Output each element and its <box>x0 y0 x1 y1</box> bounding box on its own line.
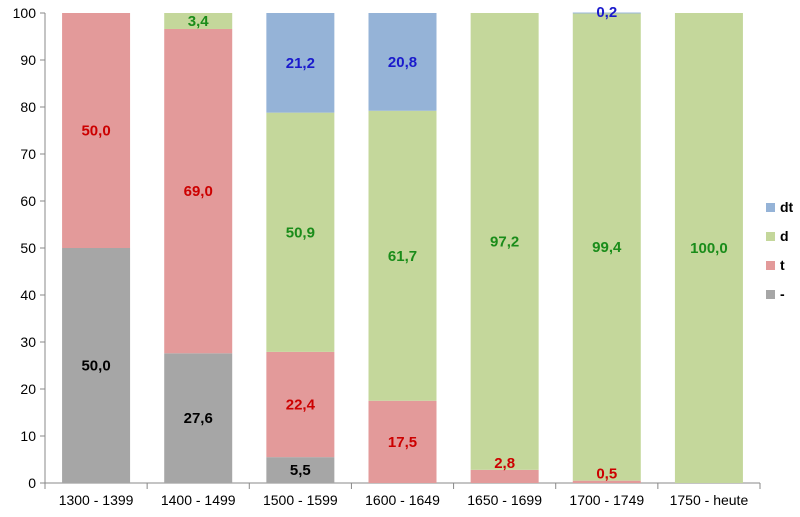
y-axis: 0 10 20 30 40 50 60 70 80 90 100 <box>13 5 46 491</box>
data-label: 100,0 <box>690 240 728 257</box>
x-tick-label: 1500 - 1599 <box>263 492 338 508</box>
legend-swatch <box>766 261 775 270</box>
y-tick-label: 90 <box>20 52 36 68</box>
x-tick-label: 1750 - heute <box>670 492 749 508</box>
bar-segment-none <box>164 353 233 483</box>
data-label: 50,0 <box>81 358 110 375</box>
bar-segment-d <box>368 110 437 401</box>
bar-segment-d <box>572 13 641 481</box>
data-label: 69,0 <box>184 183 213 200</box>
bar-segment-d <box>470 13 539 470</box>
bar-segment-t <box>368 400 437 483</box>
data-labels: 50,0 50,0 27,6 69,0 3,4 5,5 22,4 50,9 21,2 17,5 61… <box>81 4 727 483</box>
legend-swatch <box>766 232 775 241</box>
x-axis: 1300 - 1399 1400 - 1499 1500 - 1599 1600 - … <box>44 482 761 508</box>
x-tick-label: 1700 - 1749 <box>569 492 644 508</box>
bar-segment-dt <box>368 13 437 111</box>
bar-segment-d <box>674 13 743 483</box>
bar-segment-t <box>572 480 641 483</box>
legend-label: dt <box>780 199 794 215</box>
data-label: 50,9 <box>286 224 315 241</box>
legend-label: d <box>780 228 789 244</box>
bar-segment-dt <box>572 12 641 14</box>
bars <box>62 12 743 483</box>
y-tick-label: 60 <box>20 193 36 209</box>
data-label: 21,2 <box>286 55 315 72</box>
bar-segment-t <box>266 351 335 458</box>
y-tick-label: 40 <box>20 287 36 303</box>
x-tick-label: 1400 - 1499 <box>161 492 236 508</box>
bar-segment-none <box>62 248 131 483</box>
y-tick-label: 80 <box>20 99 36 115</box>
legend-swatch <box>766 203 775 212</box>
bar-segment-d <box>266 112 335 352</box>
bar-segment-t <box>164 28 233 354</box>
data-label: 20,8 <box>388 54 417 71</box>
y-tick-label: 50 <box>20 240 36 256</box>
legend-swatch <box>766 290 775 299</box>
data-label: 0,2 <box>596 4 617 21</box>
data-label: 22,4 <box>286 397 316 414</box>
data-label: 3,4 <box>188 13 210 30</box>
x-tick-label: 1300 - 1399 <box>59 492 134 508</box>
x-tick-label: 1650 - 1699 <box>467 492 542 508</box>
bar-segment-t <box>62 13 131 248</box>
y-tick-label: 70 <box>20 146 36 162</box>
legend: dt dt - <box>766 199 794 302</box>
y-tick-label: 20 <box>20 381 36 397</box>
data-label: 50,0 <box>81 123 110 140</box>
data-label: 0,5 <box>596 466 617 483</box>
x-tick-label: 1600 - 1649 <box>365 492 440 508</box>
y-tick-label: 100 <box>13 5 37 21</box>
data-label: 5,5 <box>290 462 311 479</box>
data-label: 2,8 <box>494 455 515 472</box>
bar-segment-d <box>164 13 233 29</box>
data-label: 17,5 <box>388 434 417 451</box>
bar-segment-t <box>470 469 539 483</box>
y-tick-label: 10 <box>20 428 36 444</box>
y-tick-label: 0 <box>28 475 36 491</box>
data-label: 27,6 <box>184 410 213 427</box>
bar-segment-none <box>266 457 335 483</box>
legend-label: - <box>780 286 785 302</box>
legend-label: t <box>780 257 785 273</box>
bar-segment-dt <box>266 13 335 113</box>
y-tick-label: 30 <box>20 334 36 350</box>
data-label: 61,7 <box>388 248 417 265</box>
data-label: 99,4 <box>592 239 622 256</box>
data-label: 97,2 <box>490 233 519 250</box>
